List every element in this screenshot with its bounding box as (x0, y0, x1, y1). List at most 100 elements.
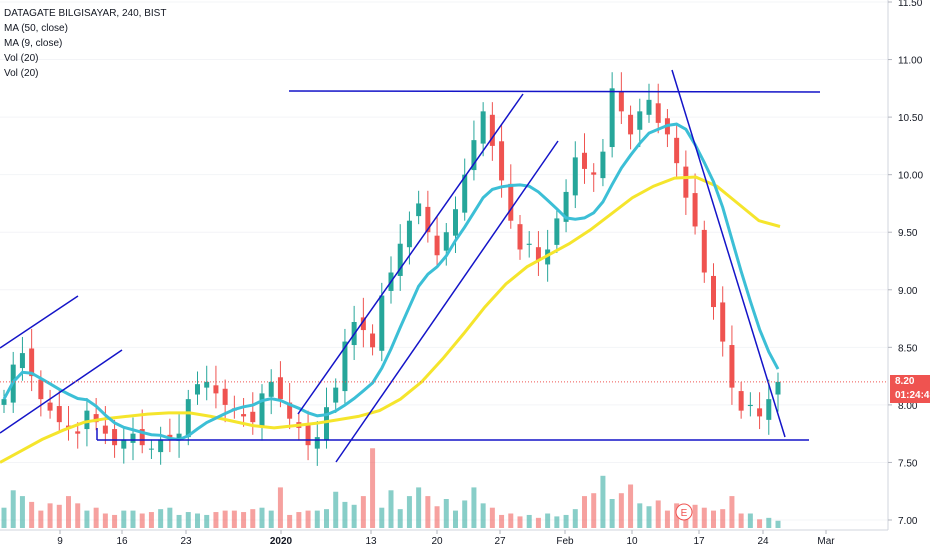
volume-bar (268, 510, 274, 528)
candle-body (637, 111, 643, 130)
volume-bar (213, 512, 219, 528)
candle-body (158, 439, 164, 453)
candle-body (213, 385, 219, 394)
current-price-tag: 8.20 (890, 375, 930, 389)
time-tick-label: Mar (817, 536, 835, 547)
candle-body (757, 408, 763, 417)
volume-bar (526, 514, 532, 528)
time-tick-label: 23 (180, 536, 192, 547)
trendlines (0, 69, 821, 463)
volume-bar (545, 513, 551, 528)
candle-body (434, 235, 440, 256)
volume-bar (609, 499, 615, 528)
volume-bar (176, 514, 182, 528)
volume-bar (517, 516, 523, 528)
volume-bar (167, 507, 173, 528)
candle-body (508, 183, 514, 221)
candle-body (766, 399, 772, 420)
volume-bar (692, 504, 698, 528)
candle-body (563, 191, 569, 222)
volume-bar (351, 504, 357, 528)
price-tick-label: 10.00 (898, 171, 923, 182)
volume-bar (231, 510, 237, 528)
volume-bar (84, 510, 90, 528)
candle-body (628, 114, 634, 135)
volume-bar (305, 510, 311, 528)
candle-body (471, 140, 477, 171)
volume-bar (646, 506, 652, 528)
candle-body (646, 99, 652, 115)
volume-bar (185, 512, 191, 528)
price-tick-label: 7.50 (898, 458, 918, 469)
volume-bar (462, 500, 468, 528)
volume-bar (664, 510, 670, 528)
candle-body (333, 387, 339, 403)
candle-body (535, 247, 541, 261)
candle-body (572, 157, 578, 196)
candle-body (655, 103, 661, 123)
candle-body (1, 399, 7, 405)
volume-bar (434, 506, 440, 528)
candle-body (775, 381, 781, 395)
candle-body (517, 224, 523, 250)
volume-bar (535, 517, 541, 528)
volume-bar (56, 504, 62, 528)
volume-bar (195, 513, 200, 528)
volume-bar (47, 503, 53, 528)
candle-body (360, 317, 366, 331)
volume-bar (38, 510, 44, 528)
legend-ma9[interactable]: MA (9, close) (4, 38, 63, 49)
legend: DATAGATE BILGISAYAR, 240, BIST MA (50, c… (4, 6, 166, 81)
candle-body (38, 379, 44, 400)
price-axis: 7.00 7.50 8.00 8.50 9.00 9.50 10.00 10.50 11.00 1… (888, 0, 923, 527)
candle-body (102, 425, 108, 434)
legend-ma50[interactable]: MA (50, close) (4, 23, 68, 34)
candle-body (499, 141, 505, 181)
volume-bar (314, 510, 320, 528)
volume-bar (711, 510, 716, 528)
candle-body (738, 391, 744, 411)
candle-body (204, 381, 210, 388)
candle-body (93, 414, 99, 423)
volume-bar (480, 503, 486, 528)
candles (1, 72, 781, 466)
price-tick-label: 11.00 (898, 56, 923, 67)
candle-body (692, 193, 698, 227)
legend-volume-1[interactable]: Vol (20) (4, 53, 39, 64)
candle-body (618, 91, 624, 112)
candle-body (674, 137, 680, 164)
volume-bar (241, 512, 247, 528)
time-tick-label: Feb (556, 536, 574, 547)
candle-body (287, 402, 293, 419)
candle-body (250, 411, 256, 423)
volume-bar (582, 496, 587, 528)
candle-body (84, 410, 90, 430)
volume-bar (93, 507, 99, 528)
candle-body (148, 448, 154, 450)
volume-bar (416, 487, 422, 528)
candle-body (729, 345, 735, 388)
volume-bar (296, 512, 302, 528)
candle-body (112, 429, 118, 446)
volume-bar (738, 513, 744, 528)
volume-bar (324, 509, 329, 528)
candle-body (591, 172, 597, 175)
volume-bar (1, 507, 7, 528)
volume-bar (29, 501, 35, 528)
volume-bar (148, 512, 154, 528)
price-tick-label: 10.50 (898, 113, 923, 124)
candle-body (462, 174, 468, 213)
volume-bar (425, 496, 431, 528)
candle-body (176, 433, 182, 441)
price-tick-label: 8.00 (898, 401, 918, 412)
volume-bar (139, 513, 145, 528)
ma50-line (0, 175, 781, 464)
candle-body (56, 406, 62, 423)
volume-bar (563, 514, 569, 528)
candle-body (75, 431, 81, 434)
candle-body (526, 243, 532, 245)
legend-volume-2[interactable]: Vol (20) (4, 68, 39, 79)
earnings-marker (675, 503, 693, 521)
legend-symbol[interactable]: DATAGATE BILGISAYAR, 240, BIST (4, 8, 167, 19)
